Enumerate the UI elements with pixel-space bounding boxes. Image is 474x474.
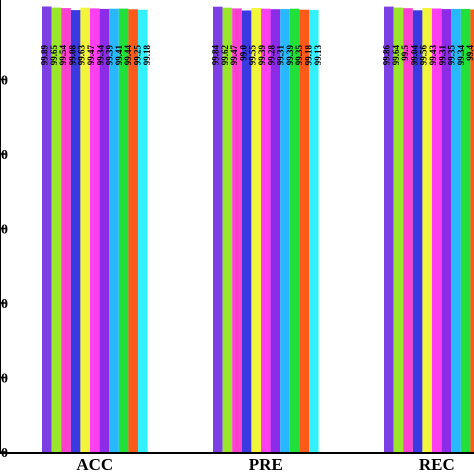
bar-acc-8 (109, 8, 119, 452)
data-label: 99.63 (77, 45, 87, 66)
bar-acc-10 (128, 9, 138, 453)
category-labels: ACC PRE REC (76, 455, 454, 474)
data-label: 99.47 (229, 45, 239, 66)
bar-acc-11 (138, 9, 148, 452)
bar-rec-6 (432, 8, 442, 452)
bar-pre-10 (299, 9, 309, 452)
data-label: 99.18 (304, 45, 314, 66)
data-label: 99.28 (266, 45, 276, 66)
data-label: 99.18 (142, 45, 152, 66)
data-label: 99.34 (456, 45, 466, 66)
data-label: 99.64 (391, 45, 401, 66)
bar-rec-1 (384, 6, 394, 452)
data-label: 99.25 (133, 45, 143, 66)
bar-acc-3 (61, 8, 71, 452)
bars (42, 6, 474, 453)
bar-rec-7 (441, 9, 452, 452)
bar-rec-10 (470, 9, 474, 452)
data-label: 99.0 (238, 45, 248, 61)
data-label: 99.84 (211, 45, 221, 66)
bar-pre-4 (241, 10, 252, 452)
bar-pre-2 (222, 7, 233, 452)
data-label: 99.44 (123, 45, 133, 66)
data-label: 99.65 (49, 45, 59, 66)
y-tick-label: 0 (1, 223, 8, 238)
y-tick-label: 0 (1, 297, 8, 312)
bar-acc-6 (90, 8, 100, 453)
data-label: 99.5 (400, 45, 410, 61)
data-label: 99.86 (382, 45, 392, 66)
data-label: 99.31 (437, 45, 447, 66)
bar-pre-3 (232, 8, 242, 453)
data-label: 99.04 (409, 45, 419, 66)
y-tick-label: 0 (1, 74, 8, 89)
data-label: 99.41 (114, 45, 124, 66)
bar-pre-5 (251, 8, 261, 452)
category-label-acc: ACC (76, 455, 113, 474)
data-label: 99.47 (86, 45, 96, 66)
data-label: 99.89 (40, 45, 50, 66)
y-axis-ticks: 0 0 0 0 0 0 (0, 74, 8, 461)
data-label: 99.13 (313, 45, 323, 66)
plot-frame (0, 0, 474, 454)
bar-acc-2 (51, 7, 62, 452)
data-label: 99.31 (276, 45, 286, 66)
bar-pre-7 (270, 9, 281, 452)
bar-pre-8 (280, 9, 290, 452)
data-label: 99.35 (447, 45, 457, 66)
data-label: 99.34 (95, 45, 105, 66)
bar-rec-4 (412, 10, 423, 453)
y-tick-label: 0 (1, 148, 8, 163)
y-tick-label: 0 (1, 372, 8, 387)
data-label: 99.35 (294, 45, 304, 66)
bar-rec-9 (460, 8, 471, 453)
bar-acc-5 (80, 7, 90, 452)
bar-acc-4 (70, 10, 81, 452)
data-label: 99.56 (419, 45, 429, 66)
data-label: 99.08 (67, 45, 77, 66)
data-label: 99.54 (58, 45, 68, 66)
data-label: 99.62 (220, 45, 230, 66)
data-label: 99.39 (257, 45, 267, 66)
bar-rec-3 (403, 8, 413, 452)
data-label: 99.39 (285, 45, 295, 66)
data-label: 99.4 (465, 45, 474, 61)
data-labels: 99.89 99.65 99.54 99.08 99.63 99.47 99.34 99.39… (40, 45, 474, 66)
category-label-pre: PRE (249, 455, 283, 474)
bar-acc-7 (99, 8, 110, 453)
category-label-rec: REC (419, 455, 455, 474)
bar-rec-5 (422, 8, 432, 452)
data-label: 99.55 (248, 45, 258, 66)
bar-acc-9 (118, 8, 129, 452)
data-label: 99.39 (105, 45, 115, 66)
bar-rec-2 (393, 7, 404, 452)
bar-pre-1 (213, 6, 223, 452)
bar-pre-11 (309, 9, 319, 453)
bar-pre-9 (289, 8, 300, 452)
y-tick-label: 0 (1, 446, 8, 461)
bar-rec-8 (451, 8, 461, 453)
data-label: 99.43 (428, 45, 438, 66)
bar-acc-1 (42, 6, 52, 452)
bar-pre-6 (261, 8, 271, 452)
